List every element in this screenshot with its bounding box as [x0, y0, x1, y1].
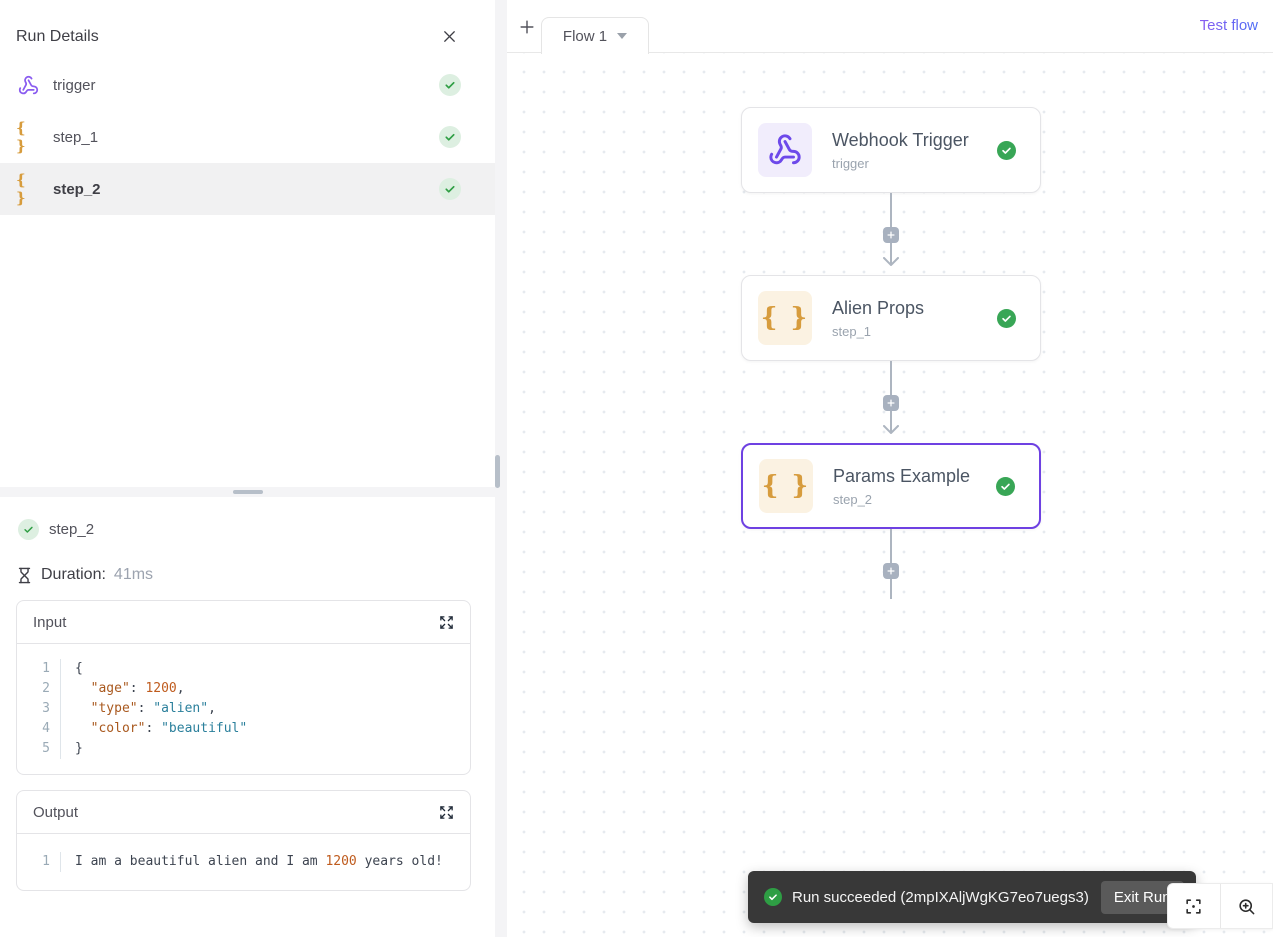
node-subtitle: trigger: [832, 155, 869, 171]
center-view-icon[interactable]: [1168, 884, 1220, 928]
success-check-icon: [764, 888, 782, 906]
success-check-icon: [439, 74, 461, 96]
selected-step-name: step_2: [49, 521, 95, 538]
run-details-panel: Run Details trigger { } step_1 { } step_…: [0, 0, 495, 937]
panel-resize-gutter[interactable]: [495, 0, 507, 937]
run-step-step1[interactable]: { } step_1: [0, 111, 495, 163]
step-status-row: step_2: [18, 519, 471, 540]
braces-icon: { }: [759, 459, 813, 513]
run-step-step2[interactable]: { } step_2: [0, 163, 495, 215]
zoom-in-icon[interactable]: [1219, 884, 1273, 928]
connector-line: [883, 361, 899, 434]
output-title: Output: [33, 803, 79, 821]
add-step-icon[interactable]: [883, 563, 899, 579]
connector-line: [883, 193, 899, 266]
step-label: trigger: [53, 76, 96, 94]
duration-label: Duration:: [41, 566, 106, 583]
node-title: Params Example: [833, 465, 971, 486]
canvas-controls: [1167, 883, 1273, 929]
duration-value: 41ms: [113, 566, 154, 583]
code-line: 3 "type": "alien",: [17, 699, 470, 719]
input-code-block: 1 { 2 "age": 1200, 3 "type": "alien", 4 …: [17, 644, 470, 774]
panel-title: Run Details: [16, 27, 99, 45]
success-check-icon: [439, 178, 461, 200]
hourglass-icon: [16, 567, 33, 584]
input-title: Input: [33, 613, 67, 631]
connector-line: [883, 529, 899, 599]
flow-canvas: Flow 1 Test flow Webhook Trigger trigger: [507, 0, 1273, 937]
flow-node-step1[interactable]: { } Alien Props step_1: [741, 275, 1041, 361]
step-label: step_2: [53, 180, 101, 198]
webhook-icon: [758, 123, 812, 177]
close-icon[interactable]: [440, 27, 459, 46]
run-details-header: Run Details: [0, 0, 495, 59]
panel-resize-divider[interactable]: [0, 487, 495, 497]
expand-icon[interactable]: [439, 615, 454, 630]
duration-row: Duration: 41ms: [16, 566, 471, 584]
node-subtitle: step_1: [832, 323, 872, 339]
braces-icon: { }: [758, 291, 812, 345]
code-line: 2 "age": 1200,: [17, 679, 470, 699]
output-card: Output 1 I am a beautiful alien and I am…: [16, 790, 471, 891]
success-check-icon: [997, 308, 1016, 328]
run-step-trigger[interactable]: trigger: [0, 59, 495, 111]
success-check-icon: [997, 140, 1016, 160]
toast-message: Run succeeded (2mpIXAljWgKG7eo7uegs3): [792, 888, 1089, 906]
output-card-header: Output: [17, 791, 470, 834]
add-step-icon[interactable]: [883, 227, 899, 243]
flow-canvas-body[interactable]: Webhook Trigger trigger { } Alien Props: [507, 53, 1273, 937]
braces-icon: { }: [16, 171, 27, 207]
node-subtitle: step_2: [833, 491, 873, 507]
code-line: 1 {: [17, 659, 470, 679]
add-step-icon[interactable]: [883, 395, 899, 411]
scrollbar-thumb[interactable]: [495, 455, 500, 488]
flow-tab-bar: Flow 1 Test flow: [507, 0, 1273, 54]
flow-tab-label: Flow 1: [562, 27, 608, 45]
flow-node-trigger[interactable]: Webhook Trigger trigger: [741, 107, 1041, 193]
success-check-icon: [18, 519, 39, 540]
add-flow-icon[interactable]: [517, 17, 537, 37]
success-check-icon: [996, 476, 1015, 496]
run-steps-list: trigger { } step_1 { } step_2: [0, 59, 495, 215]
success-check-icon: [439, 126, 461, 148]
step-label: step_1: [53, 128, 99, 146]
output-code-block: 1 I am a beautiful alien and I am 1200 y…: [17, 834, 470, 890]
braces-icon: { }: [16, 119, 27, 155]
arrow-down-icon: [883, 425, 899, 434]
arrow-down-icon: [883, 257, 899, 266]
test-flow-link[interactable]: Test flow: [1199, 17, 1258, 34]
flow-node-step2[interactable]: { } Params Example step_2: [741, 443, 1041, 529]
node-title: Webhook Trigger: [832, 129, 969, 150]
code-line: 1 I am a beautiful alien and I am 1200 y…: [17, 852, 470, 872]
webhook-icon: [16, 75, 40, 96]
node-title: Alien Props: [832, 297, 925, 318]
expand-icon[interactable]: [439, 805, 454, 820]
chevron-down-icon: [617, 33, 628, 39]
input-card-header: Input: [17, 601, 470, 644]
input-card: Input 1 { 2 "age": 1200, 3 "type": "alie…: [16, 600, 471, 775]
step-details-section: step_2 Duration: 41ms Input 1 {: [0, 497, 495, 937]
code-line: 5 }: [17, 739, 470, 759]
run-succeeded-toast: Run succeeded (2mpIXAljWgKG7eo7uegs3) Ex…: [748, 871, 1196, 923]
tab-flow-1[interactable]: Flow 1: [541, 17, 649, 54]
code-line: 4 "color": "beautiful": [17, 719, 470, 739]
drag-handle[interactable]: [232, 490, 263, 494]
